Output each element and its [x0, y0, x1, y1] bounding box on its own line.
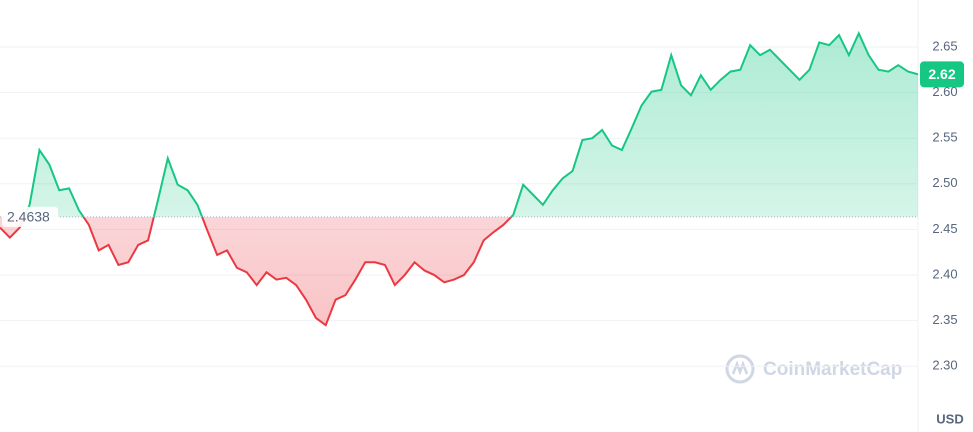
price-badge [920, 61, 964, 88]
y-tick-label: 2.40 [932, 266, 957, 281]
y-tick-label: 2.50 [932, 175, 957, 190]
baseline-label-bg [2, 206, 58, 227]
line-up [23, 30, 918, 217]
watermark: CoinMarketCap [763, 359, 902, 380]
price-label: 2.62 [928, 66, 955, 82]
y-tick-label: 2.60 [932, 84, 957, 99]
area-up [0, 33, 918, 217]
y-tick-label: 2.55 [932, 130, 957, 145]
y-tick-label: 2.35 [932, 312, 957, 327]
currency-label: USD [936, 411, 963, 426]
y-tick-label: 2.30 [932, 358, 957, 373]
y-tick-label: 2.45 [932, 221, 957, 236]
y-tick-label: 2.65 [932, 38, 957, 53]
watermark-logo [725, 354, 755, 384]
area-down [0, 216, 512, 326]
baseline-label: 2.4638 [7, 209, 50, 225]
line-down [0, 216, 513, 327]
